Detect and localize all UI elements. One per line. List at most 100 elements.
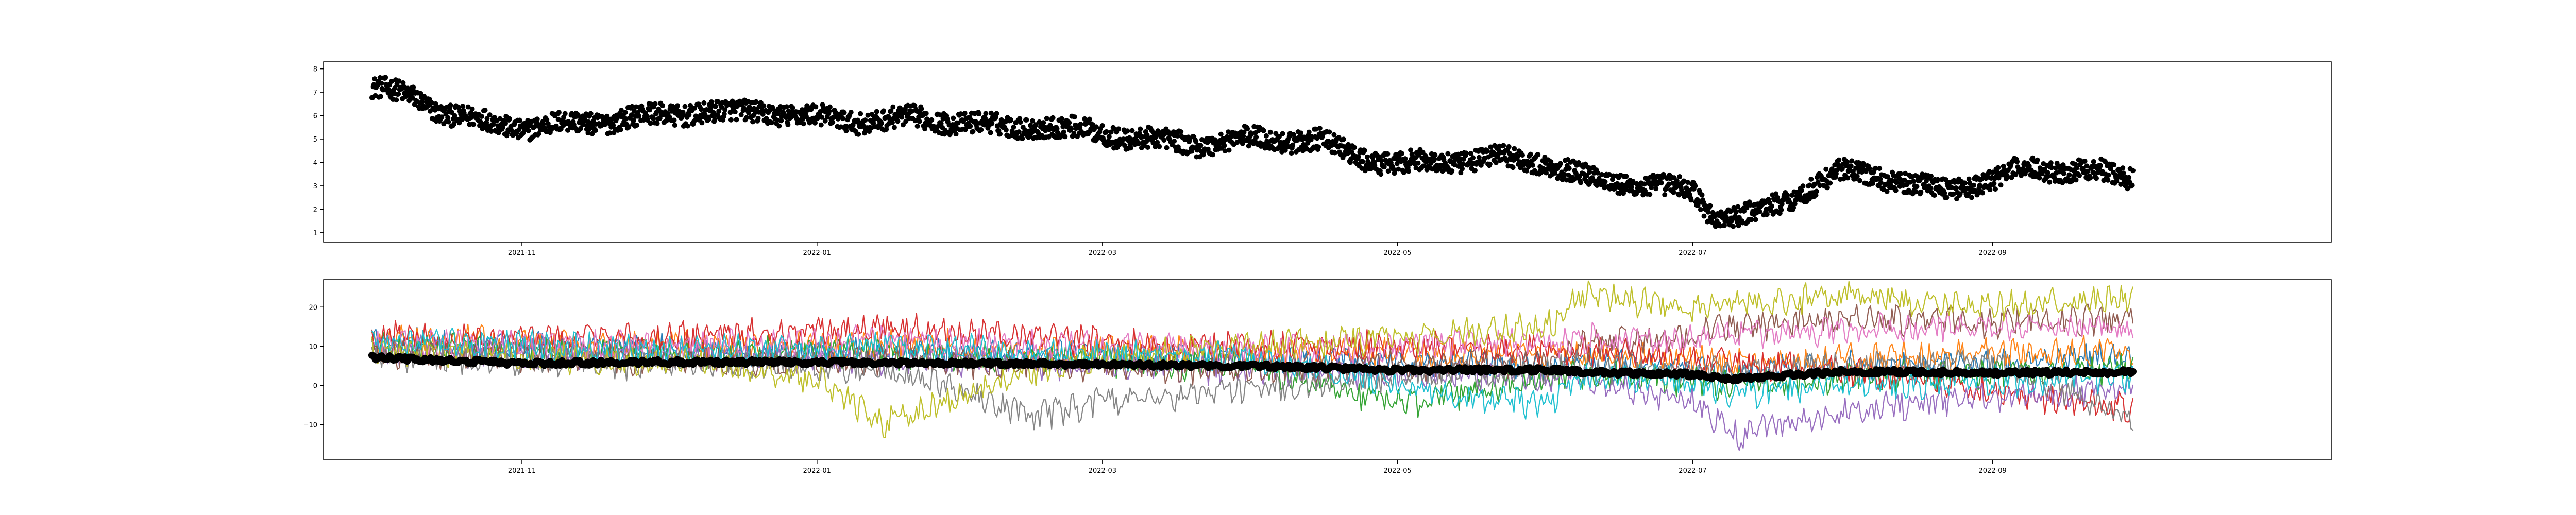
top-x-tick-label: 2022-09 [1979,249,2007,257]
scatter-point [1178,129,1184,134]
scatter-point [1054,126,1060,131]
scatter-point [1688,197,1694,203]
scatter-point [1931,193,1937,198]
scatter-point [654,121,660,126]
scatter-point [2047,179,2053,185]
scatter-point [556,110,562,115]
scatter-point [1024,117,1029,123]
scatter-point [1692,183,1698,189]
scatter-point [2129,183,2135,188]
scatter-point [1327,129,1332,135]
scatter-point [1175,133,1180,139]
scatter-point [1316,144,1321,150]
scatter-point [2061,170,2066,176]
scatter-point [1487,161,1493,167]
scatter-point [818,122,824,128]
top-y-tick-label: 3 [313,183,317,191]
scatter-point [978,127,984,133]
bottom-y-tick-label: 10 [309,343,317,351]
scatter-point [1557,161,1563,166]
scatter-point [1566,166,1572,171]
scatter-point [500,125,505,130]
scatter-point [701,100,707,106]
scatter-point [841,110,847,115]
scatter-point [1041,120,1046,126]
scatter-point [2005,174,2010,180]
series-line-9 [371,280,2134,438]
scatter-point [1893,187,1899,193]
scatter-point [1016,129,1022,135]
scatter-point [1003,127,1009,133]
scatter-point [1800,183,1806,189]
scatter-point [976,111,982,117]
scatter-point [1306,129,1312,135]
scatter-point [1273,131,1279,136]
scatter-point [716,108,722,114]
scatter-point [1472,168,1478,174]
scatter-point [2049,165,2055,170]
scatter-point [1406,168,1412,174]
scatter-point [1157,144,1162,149]
scatter-point [1530,162,1535,168]
scatter-point [396,91,401,97]
scatter-point [1355,154,1361,160]
scatter-point [764,116,769,122]
scatter-point [429,100,434,106]
scatter-point [713,104,718,109]
scatter-point [790,105,795,111]
scatter-point [1072,114,1077,120]
scatter-point [1463,150,1469,156]
scatter-point [769,120,774,126]
scatter-point [1827,180,1833,186]
scatter-point [1138,126,1143,132]
scatter-point [686,112,692,117]
scatter-point [2130,168,2136,174]
scatter-point [1791,205,1797,211]
scatter-point [1653,186,1659,192]
top-plot-area [324,62,2331,242]
top-x-tick-label: 2022-05 [1383,249,1411,257]
scatter-point [1282,147,1288,153]
scatter-point [1116,126,1122,132]
scatter-point [1449,168,1455,174]
scatter-point [776,123,782,129]
scatter-point [822,118,828,124]
scatter-point [482,108,488,113]
scatter-point [1602,179,1608,184]
top-y-tick-label: 8 [313,66,317,74]
scatter-point [1381,164,1387,170]
scatter-point [1226,129,1231,135]
scatter-point [1104,129,1109,134]
scatter-point [1360,159,1365,164]
scatter-point [1520,152,1526,158]
scatter-point [983,111,989,116]
scatter-point [460,104,466,109]
scatter-point [2093,176,2099,181]
scatter-point [1253,134,1259,140]
scatter-point [2009,175,2014,180]
scatter-point [1008,117,1014,123]
scatter-point [1331,132,1337,138]
scatter-point [812,120,818,126]
scatter-point [848,110,854,115]
scatter-point [1276,134,1282,140]
scatter-point [1066,120,1072,126]
scatter-point [562,111,568,116]
scatter-point [1698,207,1703,212]
scatter-point [778,118,784,124]
scatter-point [1137,130,1142,136]
scatter-point [1515,153,1520,159]
top-y-tick-label: 7 [313,89,317,97]
scatter-point [1727,209,1733,214]
scatter-point [1954,196,1960,201]
scatter-point [1674,178,1680,184]
scatter-point [813,104,819,110]
bottom-x-tick-label: 2022-01 [803,467,831,475]
scatter-point [691,105,697,111]
scatter-point [1050,115,1056,121]
scatter-point [1769,203,1775,209]
scatter-point [830,119,836,125]
scatter-point [1764,212,1770,217]
scatter-point [671,117,677,123]
